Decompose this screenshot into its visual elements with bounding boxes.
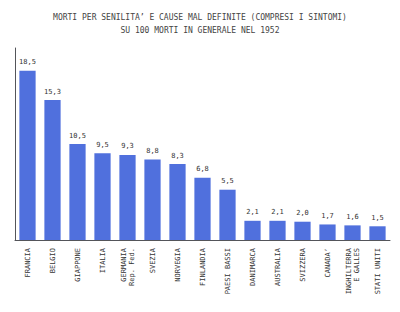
svg-text:FINLANDIA: FINLANDIA [199,247,207,286]
svg-text:CANADA’: CANADA’ [324,248,332,278]
svg-text:MORTI PER SENILITA’ E CAUSE MA: MORTI PER SENILITA’ E CAUSE MAL DEFINITE… [53,13,347,22]
svg-text:15,3: 15,3 [44,88,61,96]
svg-text:NORVEGIA: NORVEGIA [174,247,182,282]
svg-text:2,0: 2,0 [296,209,309,217]
svg-text:10,5: 10,5 [69,132,86,140]
svg-text:INGHILTERRA: INGHILTERRA [345,247,353,294]
svg-text:8,8: 8,8 [146,147,159,155]
svg-text:GIAPPONE: GIAPPONE [74,248,82,282]
svg-text:18,5: 18,5 [19,58,36,66]
svg-text:9,3: 9,3 [121,142,134,150]
svg-text:SVEZIA: SVEZIA [149,247,157,273]
svg-text:1,5: 1,5 [371,214,384,222]
svg-text:BELGIO: BELGIO [49,248,57,273]
svg-text:SVIZZERA: SVIZZERA [299,247,307,282]
svg-text:E GALLES: E GALLES [353,248,361,282]
svg-text:9,5: 9,5 [96,141,109,149]
svg-text:GERMANIA: GERMANIA [120,247,128,282]
svg-text:Rep. Fed.: Rep. Fed. [128,248,136,286]
svg-text:1,6: 1,6 [346,213,359,221]
svg-text:ITALIA: ITALIA [99,247,107,273]
svg-text:8,3: 8,3 [171,152,184,160]
svg-text:2,1: 2,1 [246,208,259,216]
svg-text:DANIMARCA: DANIMARCA [249,247,257,286]
svg-text:5,5: 5,5 [221,177,234,185]
svg-text:SU 100 MORTI IN GENERALE NEL 1: SU 100 MORTI IN GENERALE NEL 1952 [121,26,280,35]
svg-text:FRANCIA: FRANCIA [24,247,32,277]
svg-text:2,1: 2,1 [271,208,284,216]
svg-text:1,7: 1,7 [321,212,334,220]
svg-text:6,8: 6,8 [196,165,209,173]
svg-text:PAESI BASSI: PAESI BASSI [224,248,232,294]
svg-text:AUSTRALIA: AUSTRALIA [274,247,282,286]
svg-text:STATI UNITI: STATI UNITI [374,248,382,294]
